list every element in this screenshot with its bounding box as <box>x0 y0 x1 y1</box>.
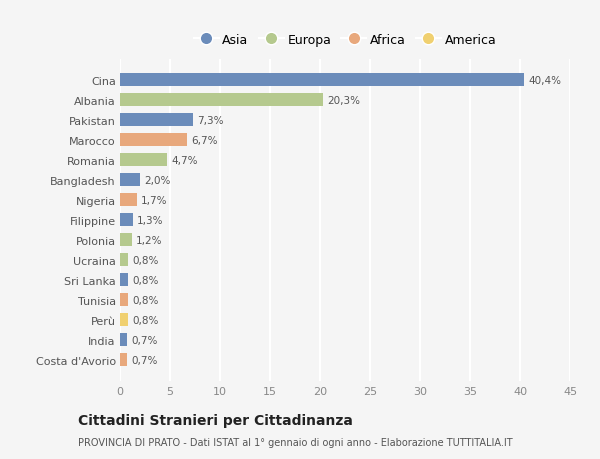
Bar <box>120 294 128 307</box>
Bar <box>120 194 137 207</box>
Bar <box>120 94 323 107</box>
Text: 4,7%: 4,7% <box>171 156 197 166</box>
Text: 40,4%: 40,4% <box>528 76 561 86</box>
Bar <box>120 214 133 227</box>
Bar <box>120 234 132 247</box>
Bar <box>120 353 127 366</box>
Text: 0,8%: 0,8% <box>132 255 158 265</box>
Bar <box>120 174 140 187</box>
Text: 0,8%: 0,8% <box>132 315 158 325</box>
Text: 0,7%: 0,7% <box>131 335 157 345</box>
Text: 1,3%: 1,3% <box>137 215 163 225</box>
Text: 0,8%: 0,8% <box>132 295 158 305</box>
Bar <box>120 134 187 147</box>
Bar <box>120 274 128 286</box>
Bar <box>120 334 127 347</box>
Text: 7,3%: 7,3% <box>197 116 223 126</box>
Bar <box>120 74 524 87</box>
Bar <box>120 254 128 267</box>
Text: 2,0%: 2,0% <box>144 175 170 185</box>
Text: 1,2%: 1,2% <box>136 235 163 245</box>
Bar <box>120 114 193 127</box>
Text: 0,7%: 0,7% <box>131 355 157 365</box>
Legend: Asia, Europa, Africa, America: Asia, Europa, Africa, America <box>194 34 496 47</box>
Text: 0,8%: 0,8% <box>132 275 158 285</box>
Bar <box>120 313 128 326</box>
Text: 20,3%: 20,3% <box>327 96 360 106</box>
Text: Cittadini Stranieri per Cittadinanza: Cittadini Stranieri per Cittadinanza <box>78 414 353 428</box>
Text: 1,7%: 1,7% <box>141 196 167 205</box>
Text: 6,7%: 6,7% <box>191 135 218 146</box>
Text: PROVINCIA DI PRATO - Dati ISTAT al 1° gennaio di ogni anno - Elaborazione TUTTIT: PROVINCIA DI PRATO - Dati ISTAT al 1° ge… <box>78 437 512 447</box>
Bar <box>120 154 167 167</box>
